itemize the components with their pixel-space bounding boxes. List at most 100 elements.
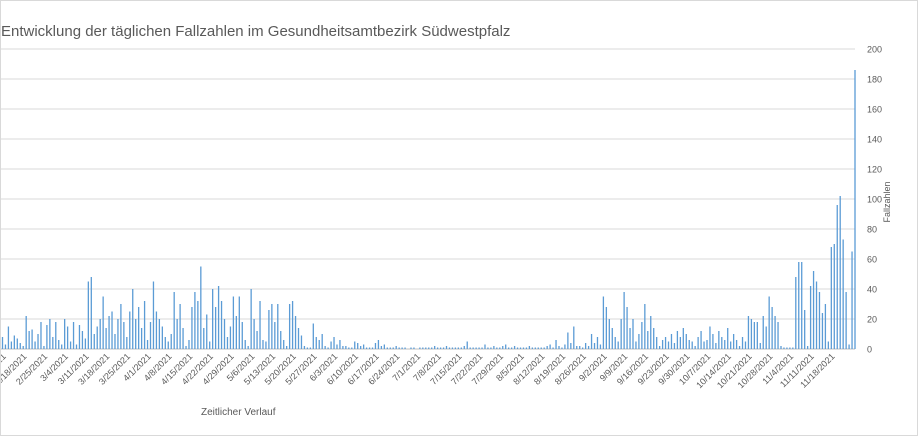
- bar: [602, 296, 605, 349]
- bar: [635, 341, 637, 349]
- bar: [570, 343, 572, 349]
- bar: [809, 286, 812, 349]
- bar: [694, 346, 696, 349]
- bar: [576, 346, 578, 349]
- bar: [718, 331, 720, 349]
- bar: [16, 338, 18, 349]
- bar: [768, 296, 770, 349]
- bar: [605, 307, 608, 349]
- bar: [212, 289, 214, 349]
- bar: [274, 322, 276, 349]
- bar: [1, 337, 4, 349]
- bar: [472, 347, 474, 349]
- bar: [490, 347, 492, 349]
- bar: [297, 328, 300, 349]
- bar: [306, 347, 309, 349]
- bar: [804, 310, 806, 349]
- bar: [738, 346, 741, 349]
- bar: [164, 337, 166, 349]
- bar: [61, 344, 63, 349]
- bar: [268, 310, 270, 349]
- bar: [451, 347, 454, 349]
- bar: [744, 341, 747, 349]
- bar: [759, 343, 761, 349]
- bar: [510, 347, 513, 349]
- bar: [262, 340, 264, 349]
- bar: [339, 340, 341, 349]
- bar: [90, 277, 92, 349]
- bar: [185, 346, 187, 349]
- bar: [579, 346, 581, 349]
- bar: [277, 304, 279, 349]
- bar: [87, 281, 89, 349]
- bar: [715, 343, 717, 349]
- bar: [502, 346, 504, 349]
- bar: [96, 326, 98, 349]
- bar: [821, 313, 824, 349]
- bar: [549, 344, 551, 349]
- bar: [676, 331, 679, 349]
- bar: [667, 341, 670, 349]
- bar: [155, 311, 158, 349]
- bar: [777, 322, 779, 349]
- bar: [43, 346, 45, 349]
- bar: [732, 334, 735, 349]
- bar: [7, 326, 10, 349]
- y-tick-label: 180: [867, 75, 882, 85]
- x-axis-label: Zeitlicher Verlauf: [201, 407, 276, 418]
- bar: [641, 322, 643, 349]
- bar: [52, 337, 54, 349]
- bar: [345, 346, 347, 349]
- bar: [342, 346, 344, 349]
- bar: [848, 344, 850, 349]
- y-tick-label: 20: [867, 315, 877, 325]
- bar: [4, 344, 7, 349]
- bar: [102, 296, 104, 349]
- bar: [582, 347, 584, 349]
- bar: [31, 329, 33, 349]
- bar: [629, 328, 631, 349]
- bar: [688, 340, 690, 349]
- bar: [685, 334, 687, 349]
- bar: [374, 343, 377, 349]
- bar: [135, 319, 137, 349]
- bar: [117, 319, 119, 349]
- bar: [721, 337, 723, 349]
- chart-title: Entwicklung der täglichen Fallzahlen im …: [1, 23, 511, 40]
- bar: [247, 346, 249, 349]
- bar: [824, 304, 827, 349]
- bar: [801, 262, 803, 349]
- bar: [650, 316, 652, 349]
- bar: [620, 319, 622, 349]
- bar: [712, 334, 714, 349]
- bar: [617, 341, 619, 349]
- bar: [93, 334, 95, 349]
- y-tick-label: 140: [867, 135, 882, 145]
- y-tick-label: 0: [867, 345, 872, 355]
- bar: [478, 347, 480, 349]
- bar: [226, 337, 229, 349]
- bar: [543, 347, 545, 349]
- bar: [241, 322, 243, 349]
- bar: [419, 347, 421, 349]
- bar: [401, 347, 403, 349]
- bar: [513, 346, 516, 349]
- bar: [40, 322, 42, 349]
- bar: [567, 332, 569, 349]
- bar: [724, 340, 726, 349]
- bar: [487, 347, 489, 349]
- bar: [709, 326, 711, 349]
- bar: [546, 346, 548, 349]
- bar: [673, 343, 676, 349]
- bar: [436, 347, 439, 349]
- bar: [830, 247, 832, 349]
- bar: [232, 296, 235, 349]
- bar: [64, 319, 66, 349]
- bar: [200, 266, 202, 349]
- bar: [682, 328, 684, 349]
- bar: [750, 319, 753, 349]
- bar: [271, 304, 273, 349]
- bar: [815, 281, 818, 349]
- bar: [197, 301, 199, 349]
